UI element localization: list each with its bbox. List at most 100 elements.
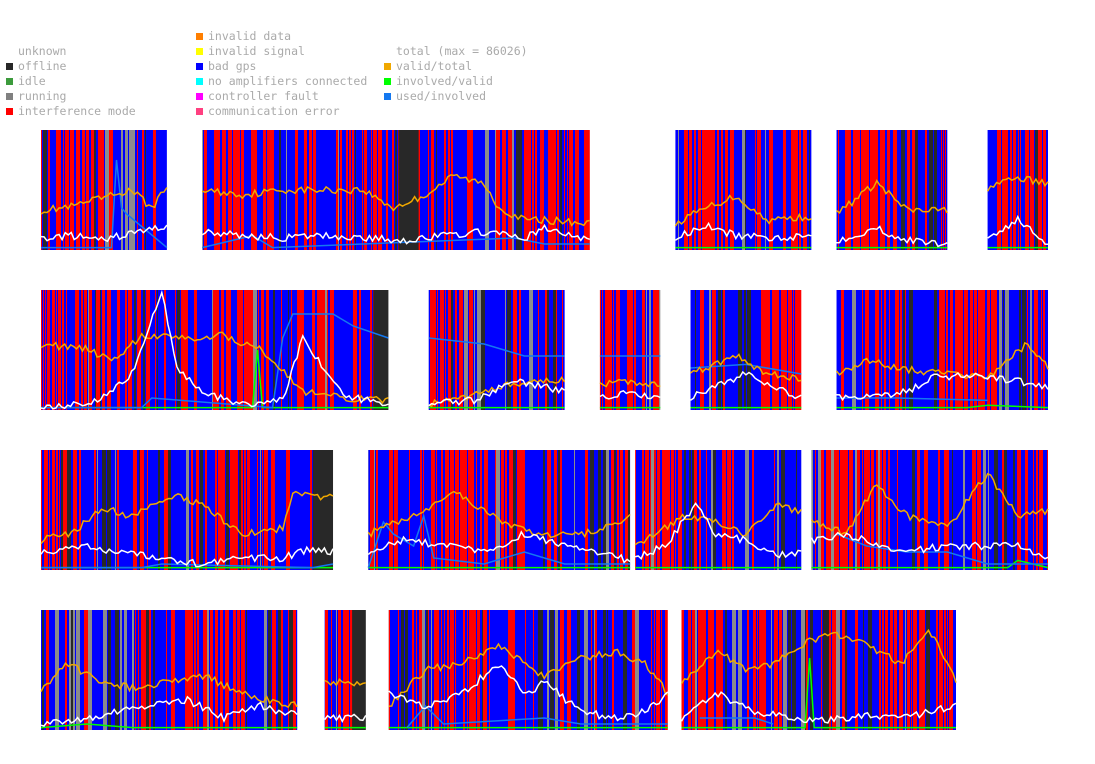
status-stripe [291, 290, 292, 410]
status-stripe [945, 130, 946, 250]
status-stripe [89, 290, 92, 410]
status-stripe [708, 610, 710, 730]
status-stripe [70, 130, 73, 250]
status-stripe [1004, 450, 1007, 570]
status-stripe [725, 130, 728, 250]
status-stripe [216, 290, 219, 410]
legend-status-interference: interference mode [6, 104, 136, 119]
status-stripe [562, 290, 563, 410]
status-stripe [157, 290, 158, 410]
status-stripe [470, 450, 474, 570]
panel-3 [40, 450, 1049, 570]
status-stripe [718, 290, 721, 410]
status-stripe [105, 130, 109, 250]
status-stripe [841, 290, 844, 410]
status-stripe [444, 610, 445, 730]
status-stripe [889, 290, 890, 410]
status-stripe [422, 610, 425, 730]
status-stripe [52, 290, 55, 410]
status-stripe [181, 290, 184, 410]
status-stripe [138, 610, 139, 730]
status-stripe [627, 290, 630, 410]
status-stripe [98, 130, 101, 250]
status-stripe [548, 130, 552, 250]
status-stripe [1031, 130, 1034, 250]
status-stripe [238, 610, 240, 730]
status-stripe [792, 610, 796, 730]
status-stripe [590, 450, 594, 570]
status-stripe [588, 130, 590, 250]
status-stripe [440, 290, 442, 410]
status-stripe [462, 450, 466, 570]
status-stripe [630, 290, 633, 410]
status-stripe [727, 450, 731, 570]
status-stripe [694, 130, 696, 250]
status-stripe [865, 290, 869, 410]
no-data-gap [660, 290, 691, 410]
status-stripe [617, 290, 620, 410]
status-stripe [442, 290, 443, 410]
status-stripe [801, 610, 805, 730]
status-stripe [65, 610, 67, 730]
status-stripe [721, 130, 723, 250]
status-stripe [714, 130, 715, 250]
status-stripe [207, 610, 209, 730]
status-stripe [455, 450, 459, 570]
status-stripe [880, 450, 882, 570]
series-line-total [836, 371, 1049, 402]
status-stripe [823, 610, 825, 730]
status-stripe [389, 450, 393, 570]
status-stripe [477, 610, 480, 730]
status-stripe [901, 130, 905, 250]
status-stripe [552, 130, 556, 250]
status-stripe [706, 450, 707, 570]
status-stripe [1043, 130, 1046, 250]
status-stripe [547, 610, 549, 730]
status-stripe [84, 610, 88, 730]
status-stripe [577, 610, 580, 730]
status-stripe [943, 130, 944, 250]
status-stripe [994, 290, 997, 410]
status-stripe [871, 450, 874, 570]
status-stripe [139, 450, 140, 570]
status-stripe [651, 610, 652, 730]
status-stripe [409, 450, 410, 570]
series-line-valid-total [40, 661, 298, 709]
status-stripe [888, 450, 890, 570]
status-stripe [821, 450, 824, 570]
status-stripe [887, 130, 890, 250]
status-stripe [912, 130, 915, 250]
status-stripe [883, 450, 886, 570]
legend-status-running: running [6, 89, 66, 104]
status-stripe [516, 130, 520, 250]
status-stripe [431, 130, 434, 250]
status-stripe [481, 290, 485, 410]
status-stripe [776, 290, 779, 410]
status-stripe [395, 130, 397, 250]
status-stripe [241, 130, 244, 250]
status-stripe [48, 130, 50, 250]
status-stripe [947, 610, 948, 730]
status-stripe [43, 130, 47, 250]
status-stripe [881, 290, 882, 410]
status-stripe [821, 610, 822, 730]
status-stripe [866, 130, 869, 250]
status-stripe [370, 290, 372, 410]
status-stripe [723, 290, 725, 410]
status-stripe [876, 450, 877, 570]
status-stripe [538, 290, 539, 410]
status-stripe [964, 290, 968, 410]
status-stripe [745, 130, 746, 250]
status-stripe [620, 450, 623, 570]
status-stripe [63, 130, 64, 250]
status-stripe [58, 290, 61, 410]
status-stripe [41, 450, 42, 570]
status-stripe [476, 450, 477, 570]
status-stripe [447, 610, 449, 730]
status-stripe [711, 450, 713, 570]
status-stripe [815, 450, 816, 570]
status-stripe [705, 610, 706, 730]
status-stripe [59, 450, 60, 570]
status-stripe [55, 610, 59, 730]
status-stripe [574, 450, 575, 570]
